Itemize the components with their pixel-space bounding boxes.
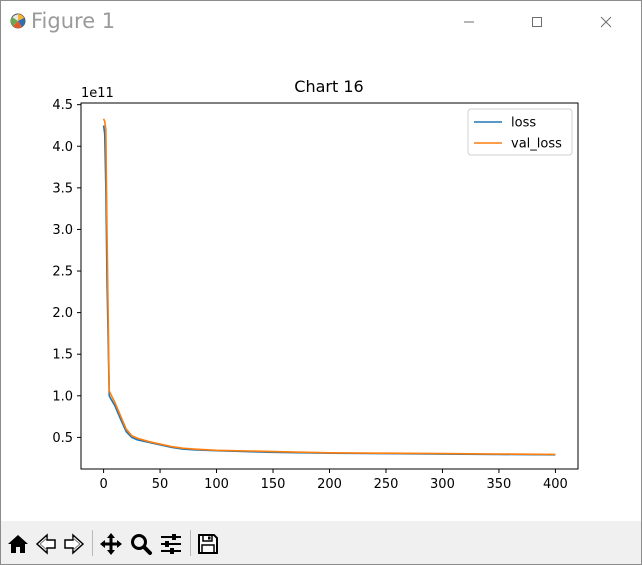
y-tick-label: 2.0 (52, 306, 73, 321)
x-tick-label: 150 (261, 477, 286, 492)
x-tick-label: 100 (204, 477, 229, 492)
legend: loss val_loss (467, 108, 573, 156)
pan-icon (100, 533, 122, 555)
x-tick-label: 400 (543, 477, 568, 492)
minimize-button[interactable] (449, 9, 489, 35)
home-icon (8, 535, 28, 553)
legend-label: val_loss (511, 137, 562, 152)
figure-canvas[interactable]: Chart 16 1e11 0 50 100 150 200 250 300 350 400 0… (1, 45, 641, 521)
forward-button[interactable] (61, 531, 87, 557)
maximize-icon (532, 17, 542, 27)
y-axis: 0.5 1.0 1.5 2.0 2.5 3.0 3.5 4.0 4.5 (52, 98, 81, 446)
configure-subplots-button[interactable] (158, 531, 184, 557)
y-tick-label: 2.5 (52, 265, 73, 280)
y-tick-label: 0.5 (52, 431, 73, 446)
series-line-val-loss (102, 118, 556, 456)
x-tick-label: 0 (99, 477, 107, 492)
y-tick-label: 4.0 (52, 140, 73, 155)
back-arrow-icon (35, 533, 56, 555)
x-tick-label: 300 (430, 477, 455, 492)
back-button[interactable] (33, 531, 59, 557)
toolbar-separator (92, 530, 93, 556)
y-tick-label: 4.5 (52, 98, 73, 113)
x-tick-label: 350 (487, 477, 512, 492)
title-bar[interactable]: Figure 1 (1, 1, 641, 45)
y-tick-label: 1.0 (52, 389, 73, 404)
home-button[interactable] (5, 531, 31, 557)
x-axis: 0 50 100 150 200 250 300 350 400 (99, 469, 568, 492)
minimize-icon (464, 21, 474, 23)
close-icon (600, 16, 612, 28)
axes-frame (80, 102, 579, 470)
configure-subplots-icon (161, 534, 181, 554)
x-tick-label: 250 (374, 477, 399, 492)
window-title: Figure 1 (31, 9, 116, 33)
y-offset-label: 1e11 (81, 86, 114, 101)
forward-arrow-icon (64, 533, 85, 555)
legend-label: loss (511, 116, 536, 131)
chart-title: Chart 16 (294, 77, 363, 96)
matplotlib-icon (9, 11, 27, 31)
zoom-icon (131, 534, 152, 555)
maximize-button[interactable] (517, 9, 557, 35)
toolbar-separator (190, 530, 191, 556)
close-button[interactable] (586, 9, 626, 35)
save-icon (198, 534, 218, 554)
y-tick-label: 1.5 (52, 348, 73, 363)
save-button[interactable] (195, 531, 221, 557)
zoom-button[interactable] (128, 531, 154, 557)
pan-button[interactable] (98, 531, 124, 557)
navigation-toolbar (1, 521, 641, 564)
series-lines (102, 118, 556, 456)
x-tick-label: 50 (152, 477, 169, 492)
y-tick-label: 3.0 (52, 223, 73, 238)
x-tick-label: 200 (317, 477, 342, 492)
y-tick-label: 3.5 (52, 181, 73, 196)
chart: Chart 16 1e11 0 50 100 150 200 250 300 350 400 0… (52, 77, 579, 492)
